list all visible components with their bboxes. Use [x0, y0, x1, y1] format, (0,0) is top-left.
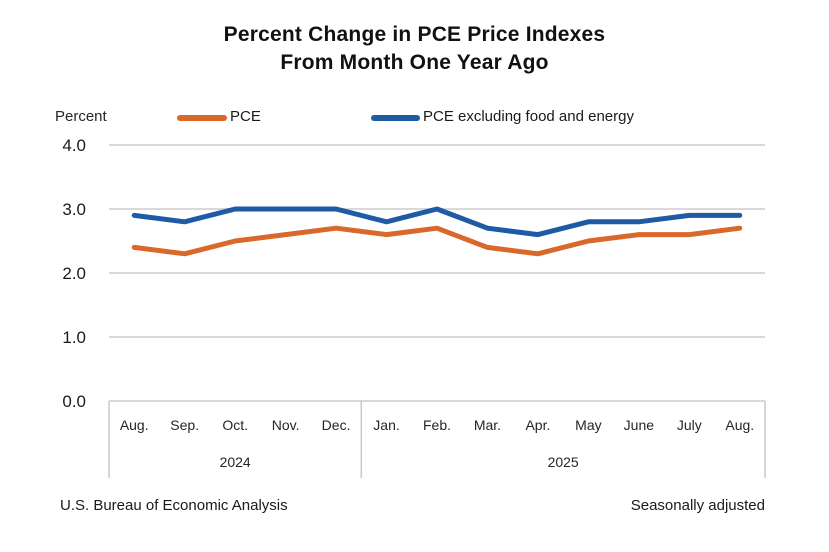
seasonal-adjustment-note: Seasonally adjusted	[630, 497, 765, 514]
month-label: Mar.	[474, 417, 501, 433]
year-label: 2024	[220, 454, 251, 470]
month-label: Feb.	[423, 417, 451, 433]
chart-title-line1: Percent Change in PCE Price Indexes	[223, 23, 606, 46]
year-label: 2025	[548, 454, 579, 470]
y-tick-label: 4.0	[62, 136, 86, 155]
chart-title: Percent Change in PCE Price Indexes From…	[0, 21, 829, 77]
month-label: Apr.	[525, 417, 550, 433]
core-pce-legend-label: PCE excluding food and energy	[423, 108, 634, 125]
y-axis-title: Percent	[55, 108, 107, 125]
y-tick-label: 3.0	[62, 200, 86, 219]
month-label: Aug.	[120, 417, 149, 433]
month-label: Oct.	[222, 417, 248, 433]
chart-title-line2: From Month One Year Ago	[280, 51, 549, 74]
month-label: Sep.	[170, 417, 199, 433]
pce-legend-swatch-icon	[177, 115, 227, 121]
month-label: July	[677, 417, 702, 433]
source-attribution: U.S. Bureau of Economic Analysis	[60, 497, 288, 514]
core-pce-legend-swatch-icon	[371, 115, 420, 121]
month-label: Dec.	[322, 417, 351, 433]
month-label: Aug.	[725, 417, 754, 433]
y-tick-label: 0.0	[62, 392, 86, 411]
month-label: May	[575, 417, 601, 433]
month-label: Nov.	[272, 417, 300, 433]
y-tick-label: 1.0	[62, 328, 86, 347]
pce-legend-label: PCE	[230, 108, 261, 125]
y-tick-label: 2.0	[62, 264, 86, 283]
month-label: Jan.	[373, 417, 399, 433]
core-pce-line-series	[131, 206, 743, 238]
month-label: June	[624, 417, 655, 433]
pce-line-series	[131, 225, 743, 257]
